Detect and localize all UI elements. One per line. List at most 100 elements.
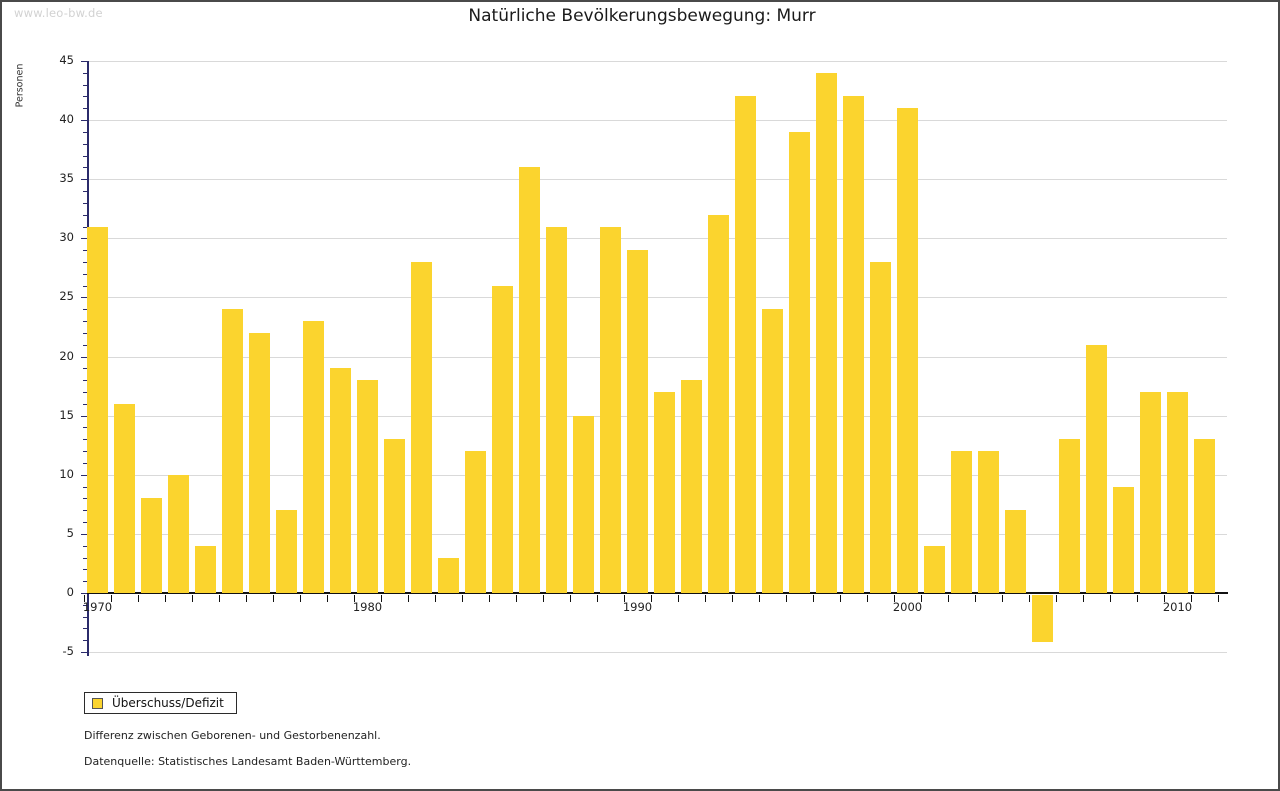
y-tick-minor: [83, 191, 87, 192]
bar-1997[interactable]: [816, 73, 837, 593]
y-tick-label: 0: [66, 585, 74, 599]
bar-1991[interactable]: [654, 392, 675, 593]
y-tick-label: 45: [59, 53, 74, 67]
bar-1986[interactable]: [519, 167, 540, 593]
y-tick-minor: [83, 333, 87, 334]
bar-1983[interactable]: [438, 558, 459, 593]
bar-2004[interactable]: [1005, 510, 1026, 593]
y-tick-label: 25: [59, 289, 74, 303]
x-tick-mark: [651, 595, 652, 602]
y-gridline: [87, 297, 1227, 298]
bar-1993[interactable]: [708, 215, 729, 593]
x-tick-mark: [759, 595, 760, 602]
bar-2010[interactable]: [1167, 392, 1188, 593]
bar-1978[interactable]: [303, 321, 324, 593]
bar-1976[interactable]: [249, 333, 270, 593]
bar-1981[interactable]: [384, 439, 405, 593]
x-tick-label-1990: 1990: [622, 600, 653, 614]
bar-1979[interactable]: [330, 368, 351, 593]
y-tick-minor: [83, 309, 87, 310]
bar-2009[interactable]: [1140, 392, 1161, 593]
bar-1977[interactable]: [276, 510, 297, 593]
bar-1990[interactable]: [627, 250, 648, 593]
x-tick-mark: [1137, 595, 1138, 602]
bar-1980[interactable]: [357, 380, 378, 593]
y-tick-minor: [83, 546, 87, 547]
y-tick-minor: [83, 640, 87, 641]
x-tick-mark: [1083, 595, 1084, 602]
y-tick-minor: [83, 558, 87, 559]
y-tick-label: 15: [59, 408, 74, 422]
y-tick-minor: [83, 250, 87, 251]
bar-1985[interactable]: [492, 286, 513, 593]
y-tick-mark: [81, 238, 87, 239]
y-gridline: [87, 120, 1227, 121]
y-tick-mark: [81, 534, 87, 535]
bar-2008[interactable]: [1113, 487, 1134, 593]
bar-2003[interactable]: [978, 451, 999, 593]
bar-2007[interactable]: [1086, 345, 1107, 593]
y-tick-mark: [81, 416, 87, 417]
x-tick-mark: [678, 595, 679, 602]
bar-1972[interactable]: [141, 498, 162, 593]
y-tick-label: 5: [66, 526, 74, 540]
x-tick-mark: [921, 595, 922, 602]
x-tick-mark: [1056, 595, 1057, 602]
y-tick-minor: [83, 404, 87, 405]
bar-2005[interactable]: [1032, 595, 1053, 642]
y-tick-minor: [83, 215, 87, 216]
x-tick-mark: [948, 595, 949, 602]
bar-1992[interactable]: [681, 380, 702, 593]
y-tick-minor: [83, 628, 87, 629]
x-tick-mark: [516, 595, 517, 602]
x-tick-label-2010: 2010: [1162, 600, 1193, 614]
x-tick-mark: [1191, 595, 1192, 602]
y-tick-minor: [83, 392, 87, 393]
x-tick-mark: [246, 595, 247, 602]
bar-1994[interactable]: [735, 96, 756, 593]
x-tick-mark: [624, 595, 625, 602]
y-gridline: [87, 179, 1227, 180]
y-tick-minor: [83, 286, 87, 287]
bar-1984[interactable]: [465, 451, 486, 593]
chart-legend[interactable]: Überschuss/Defizit: [84, 692, 237, 714]
bar-1999[interactable]: [870, 262, 891, 593]
x-tick-mark: [84, 595, 85, 602]
bar-2000[interactable]: [897, 108, 918, 593]
y-tick-minor: [83, 427, 87, 428]
y-tick-label: 20: [59, 349, 74, 363]
bar-1973[interactable]: [168, 475, 189, 593]
x-tick-mark: [111, 595, 112, 602]
y-tick-minor: [83, 451, 87, 452]
bar-1989[interactable]: [600, 227, 621, 593]
bar-1998[interactable]: [843, 96, 864, 593]
y-tick-label: 10: [59, 467, 74, 481]
bar-1988[interactable]: [573, 416, 594, 593]
y-tick-mark: [81, 61, 87, 62]
bar-2001[interactable]: [924, 546, 945, 593]
bar-1982[interactable]: [411, 262, 432, 593]
bar-2006[interactable]: [1059, 439, 1080, 593]
bar-1975[interactable]: [222, 309, 243, 593]
y-tick-label: -5: [62, 644, 74, 658]
bar-1987[interactable]: [546, 227, 567, 593]
bar-2011[interactable]: [1194, 439, 1215, 593]
x-tick-mark: [597, 595, 598, 602]
watermark-text: www.leo-bw.de: [14, 6, 103, 20]
y-tick-minor: [83, 522, 87, 523]
x-tick-mark: [1218, 595, 1219, 602]
x-tick-mark: [867, 595, 868, 602]
x-tick-mark: [705, 595, 706, 602]
y-tick-minor: [83, 617, 87, 618]
bar-1971[interactable]: [114, 404, 135, 593]
y-gridline: [87, 61, 1227, 62]
x-tick-mark: [462, 595, 463, 602]
x-tick-label-1970: 1970: [82, 600, 113, 614]
bar-1995[interactable]: [762, 309, 783, 593]
y-tick-minor: [83, 368, 87, 369]
y-tick-minor: [83, 85, 87, 86]
bar-1970[interactable]: [87, 227, 108, 593]
bar-2002[interactable]: [951, 451, 972, 593]
bar-1996[interactable]: [789, 132, 810, 593]
bar-1974[interactable]: [195, 546, 216, 593]
